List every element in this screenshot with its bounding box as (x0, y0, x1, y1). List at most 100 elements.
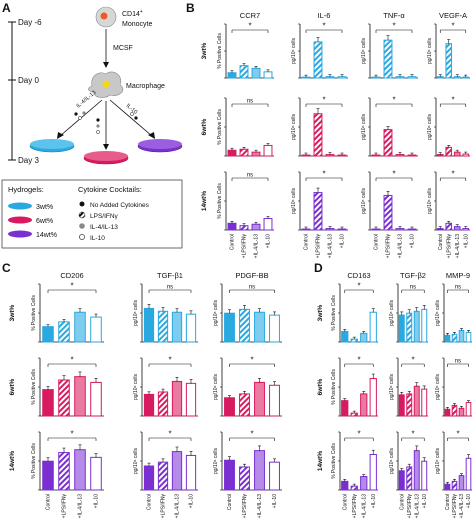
bar (58, 321, 70, 343)
bar (360, 393, 368, 417)
y-axis-label: % Positive Cells (217, 109, 223, 145)
bar (42, 460, 54, 491)
chart-row-0: pg/10⁶ cells ns (133, 283, 198, 343)
y-axis-label: pg/10⁶ cells (291, 114, 297, 140)
cell-name-line2: Monocyte (122, 21, 152, 28)
x-tick-label: +IL-10 (272, 494, 278, 509)
sig-label: * (392, 22, 395, 31)
legend-cocktail: No Added Cytokines (90, 202, 150, 209)
x-tick-label: +LPS/IFNγ (407, 494, 413, 519)
bar (465, 331, 472, 343)
legend-swatch-pink (8, 216, 32, 224)
bar (360, 476, 368, 491)
bar (465, 457, 472, 491)
x-tick-label: +IL-10 (410, 234, 416, 249)
bar (341, 480, 349, 491)
bar (462, 153, 470, 157)
bar (395, 228, 405, 231)
chart-row-0: % Positive Cells * (331, 282, 378, 343)
x-tick-label: +IL-10 (189, 494, 195, 509)
y-axis-label: pg/10⁶ cells (133, 448, 139, 474)
sig-label: * (250, 430, 253, 439)
x-tick-label: +IL-10 (463, 234, 469, 249)
chart-row-2: % Positive Cells * (31, 430, 104, 491)
bar (369, 311, 377, 343)
bar (90, 456, 102, 491)
bar (251, 67, 261, 79)
bar (407, 228, 417, 231)
bar (383, 129, 393, 157)
bar (251, 151, 261, 157)
chart-row-0: pg/10⁶ cells * (291, 22, 348, 79)
x-tick-label: +LPS/IFNγ (62, 494, 68, 519)
chart-title: VEGF-A (439, 11, 467, 20)
sig-label: * (70, 282, 73, 291)
legend-hydrogel: 3wt% (36, 204, 53, 211)
bar (301, 76, 311, 79)
x-tick-label: Control (227, 494, 233, 510)
bar (444, 408, 451, 417)
sig-label: * (357, 356, 360, 365)
bar (341, 330, 349, 343)
sig-label: * (451, 96, 454, 105)
sig-label: * (392, 170, 395, 179)
bar (185, 382, 197, 417)
bar (254, 381, 265, 417)
legend-cocktail: LPS/IFNγ (90, 213, 119, 220)
bar (263, 71, 273, 79)
y-axis-label: pg/10⁶ cells (427, 188, 433, 214)
legend-swatch-blue (8, 202, 32, 210)
y-axis-label: pg/10⁶ cells (427, 38, 433, 64)
bar (421, 308, 428, 343)
bar (239, 65, 249, 79)
x-tick-label: Control (147, 494, 153, 510)
x-tick-label: +IL-4/IL-13 (455, 234, 461, 259)
x-tick-label: +IL-10 (466, 494, 472, 509)
x-tick-label: Control (304, 234, 310, 250)
bar (143, 393, 155, 417)
sig-label: ns (167, 285, 173, 291)
sig-label: * (168, 430, 171, 439)
bar (383, 39, 393, 79)
bar (383, 194, 393, 231)
x-tick-label: +IL-10 (94, 494, 100, 509)
bar (350, 338, 358, 343)
bar (269, 461, 280, 491)
bar (421, 388, 428, 417)
x-tick-label: +LPS/IFNγ (386, 234, 392, 259)
y-axis-label: pg/10⁶ cells (361, 114, 367, 140)
sig-label: * (392, 96, 395, 105)
sig-label: * (411, 430, 414, 439)
bar (185, 454, 197, 491)
chart-row-1: % Positive Cells * (331, 356, 378, 417)
bar (224, 459, 235, 491)
bar (42, 326, 54, 343)
bar (254, 311, 265, 343)
y-axis-label: % Positive Cells (31, 443, 37, 479)
bar (239, 466, 250, 491)
bar (143, 307, 155, 343)
bar (171, 380, 183, 417)
bar (371, 76, 381, 79)
y-axis-label: pg/10⁶ cells (435, 300, 441, 326)
charts-layer: CCR7 % Positive Cells * % Positive Cells ns%… (9, 11, 472, 518)
bar (269, 384, 280, 417)
panel-letter-c: C (2, 261, 11, 275)
chart-row-2: pg/10⁶ cells * (133, 430, 198, 491)
chart-row-0: % Positive Cells * (217, 22, 274, 79)
bar (398, 314, 405, 343)
chart-row-1: pg/10⁶ cells * (291, 96, 348, 157)
bar (325, 154, 335, 157)
bar (398, 470, 405, 491)
bar (465, 402, 472, 417)
sig-label: * (357, 282, 360, 291)
bar (369, 378, 377, 417)
y-axis-label: % Positive Cells (331, 369, 337, 405)
bar (251, 223, 261, 231)
x-tick-label: +LPS/IFNγ (446, 234, 452, 259)
sig-label: * (70, 430, 73, 439)
y-axis-label: % Positive Cells (217, 183, 223, 219)
chart-row-1: pg/10⁶ cells ns (435, 357, 472, 417)
chart-row-2: % Positive Cells ns (217, 171, 274, 231)
legend-dot-il4 (79, 223, 85, 229)
